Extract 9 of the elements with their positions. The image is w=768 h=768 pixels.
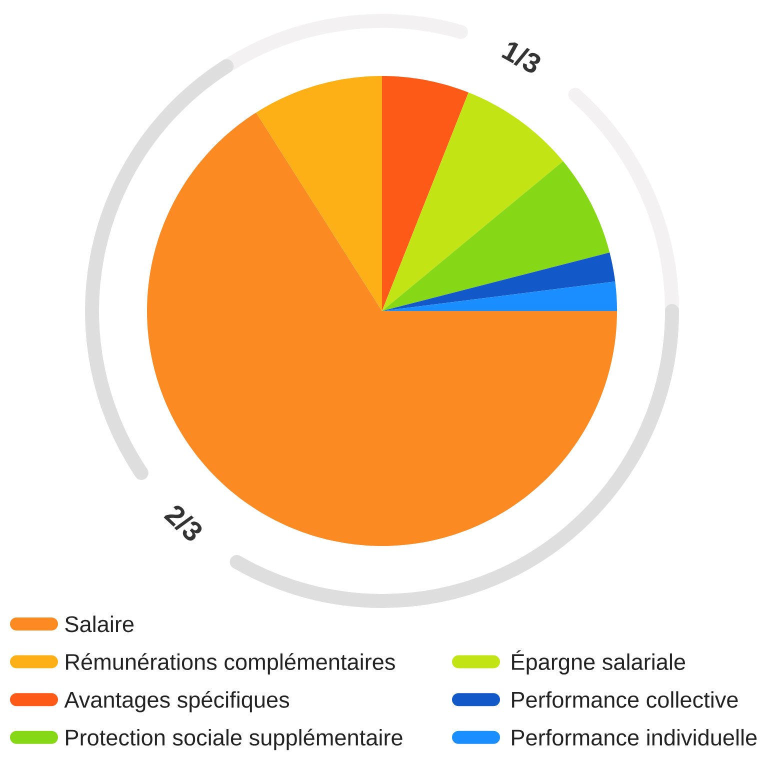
legend-label: Performance collective — [512, 691, 738, 708]
legend-label: Salaire — [65, 616, 134, 632]
legend-label: Protection sociale supplémentaire — [66, 728, 402, 750]
legend-label: Épargne salariale — [512, 650, 686, 674]
legend-label: Rémunérations complémentaires — [66, 653, 395, 674]
legend-label: Performance individuelle — [512, 729, 757, 746]
legend-label: Avantages spécifiques — [64, 690, 290, 712]
text: 2/3 — [164, 506, 202, 541]
text: 1/3 — [501, 42, 540, 73]
